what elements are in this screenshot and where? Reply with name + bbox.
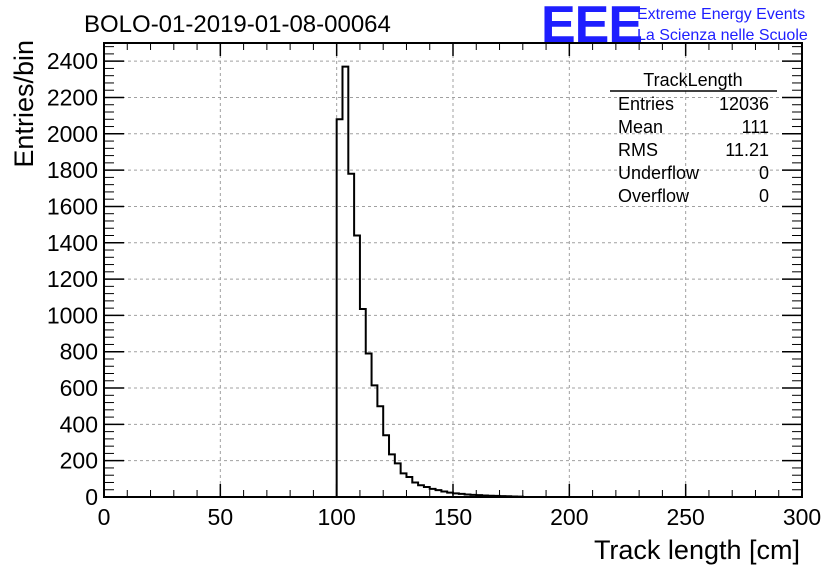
- x-tick-label: 250: [666, 504, 704, 530]
- y-tick-label: 1800: [47, 157, 98, 183]
- x-tick-label: 300: [783, 504, 821, 530]
- chart-title: BOLO-01-2019-01-08-00064: [84, 11, 391, 38]
- stats-row-label: Underflow: [618, 163, 700, 183]
- y-tick-label: 1000: [47, 302, 98, 328]
- stats-row-label: Entries: [618, 94, 674, 114]
- y-tick-label: 600: [60, 375, 98, 401]
- histogram-bins: [337, 67, 523, 497]
- y-tick-labels: 0 200 400 600 800 1000 1200 1400 1600 1800 2000 220…: [47, 48, 98, 510]
- y-tick-label: 800: [60, 339, 98, 365]
- stats-row-value: 111: [742, 117, 769, 137]
- stats-row-value: 11.21: [725, 140, 769, 160]
- logo-line-1: Extreme Energy Events: [637, 6, 805, 23]
- x-tick-label: 200: [550, 504, 588, 530]
- stats-row-value: 0: [759, 163, 769, 183]
- stats-rows: Entries 12036 Mean 111 RMS 11.21 Underflow 0 Ove…: [618, 94, 769, 206]
- stats-row-label: RMS: [618, 140, 658, 160]
- eee-logo: EEE Extreme Energy Events La Scienza nel…: [541, 0, 808, 54]
- y-tick-label: 2000: [47, 121, 98, 147]
- logo-line-2: La Scienza nelle Scuole: [637, 27, 808, 44]
- axis-ticks: [103, 43, 803, 498]
- y-tick-label: 400: [60, 411, 98, 437]
- logo-mark: EEE: [541, 0, 642, 54]
- y-tick-label: 1600: [47, 193, 98, 219]
- y-tick-label: 2200: [47, 84, 98, 110]
- stats-row-value: 0: [759, 186, 769, 206]
- stats-box: TrackLength Entries 12036 Mean 111 RMS 11.21 U…: [610, 70, 777, 206]
- x-tick-label: 50: [208, 504, 234, 530]
- y-tick-label: 0: [85, 484, 98, 510]
- y-tick-label: 1400: [47, 230, 98, 256]
- y-tick-label: 200: [60, 448, 98, 474]
- stats-row-label: Overflow: [618, 186, 690, 206]
- x-tick-label: 0: [98, 504, 111, 530]
- stats-name: TrackLength: [643, 70, 742, 90]
- x-tick-label: 150: [434, 504, 472, 530]
- x-tick-label: 100: [317, 504, 355, 530]
- stats-row-label: Mean: [618, 117, 663, 137]
- grid-lines: [104, 43, 802, 497]
- y-axis-title: Entries/bin: [9, 40, 39, 168]
- x-axis-title: Track length [cm]: [594, 535, 800, 565]
- histogram-outline: [335, 65, 524, 498]
- stats-row-value: 12036: [719, 94, 769, 114]
- y-tick-label: 2400: [47, 48, 98, 74]
- y-tick-label: 1200: [47, 266, 98, 292]
- x-tick-labels: 0 50 100 150 200 250 300: [98, 504, 822, 530]
